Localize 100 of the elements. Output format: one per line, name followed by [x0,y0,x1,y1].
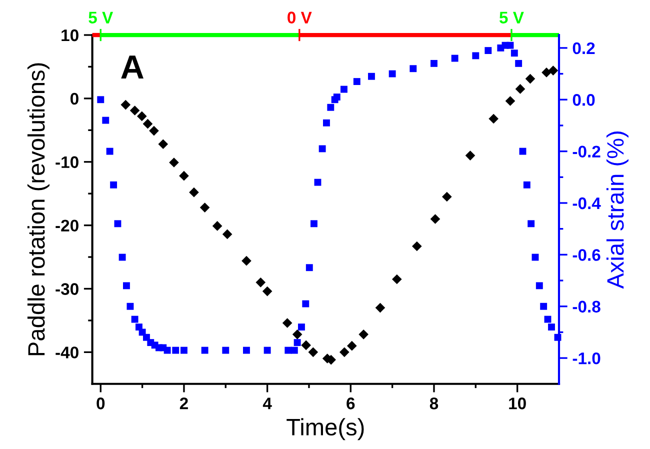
point [118,254,126,261]
point [333,94,340,101]
point [515,60,522,67]
point [465,150,476,160]
point [451,54,458,62]
point [430,60,438,67]
point [346,340,357,351]
y2-tick-label: -0.8 [572,300,600,313]
point [142,118,153,129]
point [528,220,535,228]
point [327,104,334,111]
ref-line-label: 0 V [288,12,312,24]
point [544,316,552,323]
y2-tick-label: 0.0 [572,94,595,106]
point [97,96,104,104]
point [222,346,230,354]
y-axis-title: Paddle rotation (revolutions) [27,63,50,356]
y-tick-label: -20 [56,220,78,232]
x-axis-title: Time(s) [286,418,364,440]
point [430,214,440,224]
point [172,346,180,354]
point [264,346,271,354]
point [525,74,536,84]
point [301,340,311,350]
point [472,52,480,60]
point [201,346,208,354]
point [298,324,305,331]
point [548,324,555,331]
point [180,346,188,354]
y-tick-label: 0 [70,92,78,105]
x-tick-label: 0 [96,398,105,410]
point [510,50,518,57]
x-tick-label: 2 [180,398,188,410]
point [442,192,452,202]
point [412,241,422,252]
point [158,139,168,150]
point [323,119,330,126]
point [536,282,543,290]
point [149,126,159,136]
point [120,100,131,110]
point [358,330,368,340]
y2-axis-title: Axial strain (%) [606,132,628,289]
y2-tick-label: -1.0 [572,352,600,364]
point [353,78,360,86]
x-tick-label: 8 [430,398,438,410]
point [388,70,396,78]
point [505,96,516,106]
y-tick-label: -30 [56,283,78,295]
point [212,221,222,231]
y2-tick-label: -0.6 [572,249,600,261]
point [138,328,146,336]
point [242,256,252,266]
point [515,84,526,94]
point [284,346,292,354]
point [506,42,514,49]
point [110,181,118,188]
point [200,202,210,212]
point [314,178,322,186]
y2-tick-label: 0.2 [572,42,595,54]
point [339,347,350,358]
point [222,229,232,240]
x-tick-label: 10 [509,398,526,410]
point [282,318,292,328]
point [290,346,298,354]
point [179,170,189,181]
y2-tick-label: -0.2 [572,146,600,158]
point [189,187,199,198]
point [484,47,492,54]
point [136,111,147,122]
point [310,220,318,228]
point [375,302,386,313]
y-tick-label: -10 [56,156,78,168]
point [340,86,348,93]
point [262,286,272,296]
point [540,302,548,310]
y-tick-label: 10 [62,29,78,42]
point [292,330,302,340]
ref-line-label: 5 V [88,12,114,24]
point [130,106,140,116]
point [102,116,110,124]
point [488,114,498,124]
point [169,158,179,168]
point [131,316,138,323]
point [294,339,301,346]
point [106,148,114,155]
point [164,346,171,354]
x-tick-label: 4 [262,398,272,410]
point [256,277,266,288]
x-tick-label: 6 [346,398,355,410]
point [114,220,122,228]
point [410,65,417,72]
point [126,302,134,310]
point [554,334,562,341]
point [308,347,318,358]
point [523,181,530,188]
y2-tick-label: -0.4 [572,197,601,210]
point [318,145,326,152]
ref-line-label: 5 V [500,12,524,24]
point [368,72,375,80]
annotation: A [121,56,144,79]
